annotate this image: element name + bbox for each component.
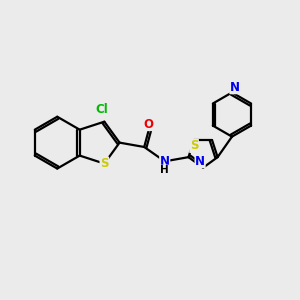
Text: H: H <box>160 165 169 175</box>
Text: N: N <box>160 155 170 168</box>
Text: S: S <box>190 140 198 152</box>
Text: S: S <box>100 157 109 170</box>
Text: O: O <box>144 118 154 130</box>
Text: N: N <box>230 81 240 94</box>
Text: N: N <box>195 155 205 168</box>
Text: Cl: Cl <box>96 103 108 116</box>
